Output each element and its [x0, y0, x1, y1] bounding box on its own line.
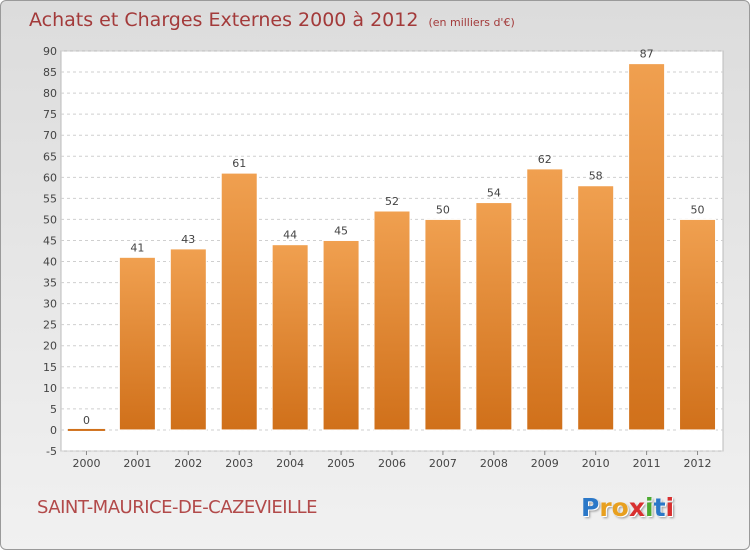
chart-unit: (en milliers d'€) — [428, 16, 515, 29]
y-tick-label: 65 — [43, 150, 57, 163]
logo-letter: i — [665, 493, 675, 522]
bar-2006 — [373, 210, 411, 431]
logo-letter: i — [645, 493, 654, 522]
commune-name: SAINT-MAURICE-DE-CAZEVIEILLE — [37, 497, 318, 518]
logo-letter: x — [628, 493, 645, 522]
bar-2011 — [628, 63, 666, 431]
title-row: Achats et Charges Externes 2000 à 2012 (e… — [29, 9, 515, 31]
data-label: 50 — [691, 203, 705, 216]
logo-letter: P — [581, 493, 600, 522]
x-tick-label: 2008 — [480, 457, 508, 470]
y-tick-label: 30 — [43, 298, 57, 311]
y-tick-label: 0 — [50, 424, 57, 437]
y-tick-label: 75 — [43, 108, 57, 121]
y-tick-label: -5 — [46, 445, 57, 458]
y-tick-label: 35 — [43, 277, 57, 290]
x-tick-label: 2002 — [174, 457, 202, 470]
data-label: 45 — [334, 224, 348, 237]
logo-letter: r — [599, 493, 612, 522]
data-label: 44 — [283, 229, 297, 242]
y-tick-label: 45 — [43, 234, 57, 247]
bar-2001 — [118, 256, 156, 431]
bar-2002 — [169, 248, 207, 431]
y-axis-ticks: -5 0 5 10 15 20 25 30 35 40 45 50 55 60 65 70 75 80 85 90 — [43, 45, 57, 458]
x-tick-label: 2012 — [684, 457, 712, 470]
data-label: 41 — [130, 241, 144, 254]
bar-2009 — [526, 168, 564, 431]
data-label: 50 — [436, 203, 450, 216]
x-tick-label: 2000 — [72, 457, 100, 470]
y-tick-label: 20 — [43, 340, 57, 353]
data-label: 0 — [83, 414, 90, 427]
bar-2000 — [67, 428, 105, 431]
y-tick-label: 50 — [43, 213, 57, 226]
y-tick-label: 10 — [43, 382, 57, 395]
x-axis-ticks: 2000 2001 2002 2003 2004 2005 2006 2007 2008 2009… — [72, 451, 712, 470]
y-tick-label: 80 — [43, 87, 57, 100]
data-label: 61 — [232, 157, 246, 170]
y-tick-label: 55 — [43, 192, 57, 205]
x-tick-label: 2009 — [531, 457, 559, 470]
y-tick-label: 5 — [50, 403, 57, 416]
y-tick-label: 40 — [43, 256, 57, 269]
x-tick-label: 2001 — [123, 457, 151, 470]
x-tick-label: 2004 — [276, 457, 304, 470]
y-tick-label: 60 — [43, 171, 57, 184]
data-label: 58 — [589, 170, 603, 183]
y-tick-label: 25 — [43, 319, 57, 332]
bar-2008 — [475, 202, 513, 431]
x-tick-label: 2003 — [225, 457, 253, 470]
data-label: 62 — [538, 153, 552, 166]
y-tick-label: 85 — [43, 66, 57, 79]
data-label: 54 — [487, 187, 501, 200]
bar-2007 — [424, 218, 462, 431]
y-tick-label: 15 — [43, 361, 57, 374]
x-tick-label: 2007 — [429, 457, 457, 470]
y-tick-label: 70 — [43, 129, 57, 142]
logo-letter: t — [653, 493, 666, 522]
x-tick-label: 2006 — [378, 457, 406, 470]
proxiti-logo: Proxiti — [581, 493, 674, 522]
x-tick-label: 2010 — [582, 457, 610, 470]
bar-2005 — [322, 239, 360, 431]
data-label: 52 — [385, 195, 399, 208]
chart-title: Achats et Charges Externes 2000 à 2012 — [29, 9, 419, 31]
bar-2004 — [271, 244, 309, 431]
bar-2012 — [679, 218, 717, 431]
y-tick-label: 90 — [43, 45, 57, 58]
data-labels: 0 41 43 61 44 45 52 50 54 62 58 87 50 — [83, 48, 705, 427]
data-label: 87 — [640, 48, 654, 61]
x-tick-label: 2011 — [633, 457, 661, 470]
bar-2003 — [220, 172, 258, 431]
bars — [67, 63, 717, 431]
logo-letter: o — [611, 493, 629, 522]
x-tick-label: 2005 — [327, 457, 355, 470]
bar-2010 — [577, 185, 615, 431]
data-label: 43 — [181, 233, 195, 246]
